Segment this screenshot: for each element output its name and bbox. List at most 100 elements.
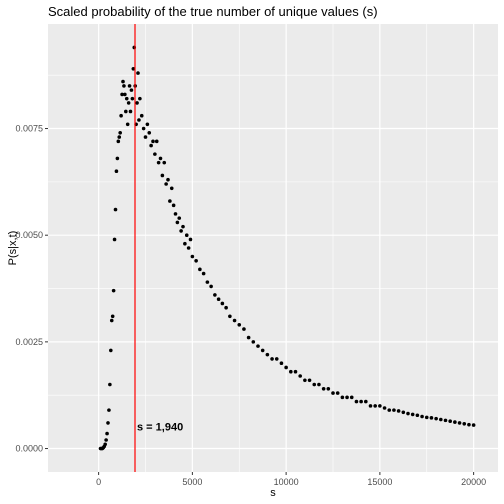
data-point [141, 126, 146, 131]
data-point [112, 237, 117, 242]
data-point [312, 382, 317, 387]
data-point [123, 92, 127, 97]
data-point [265, 352, 270, 357]
data-points [98, 45, 476, 451]
data-point [164, 182, 168, 186]
data-point [279, 361, 284, 366]
data-point [354, 399, 359, 404]
data-point [368, 404, 373, 408]
data-point [220, 301, 225, 306]
data-point [205, 280, 210, 284]
data-point [145, 122, 150, 127]
data-point [448, 419, 452, 424]
x-tick-label: 0 [96, 477, 101, 487]
data-point [154, 139, 159, 144]
y-tick-label: 0.0050 [15, 230, 43, 240]
data-point [443, 418, 448, 423]
data-point [184, 233, 189, 237]
data-point [373, 404, 377, 408]
data-point [401, 410, 406, 415]
data-point [151, 139, 155, 144]
data-point [158, 156, 163, 161]
data-point [128, 109, 133, 114]
data-point [378, 404, 382, 408]
data-point [139, 113, 144, 118]
data-point [256, 344, 260, 348]
data-point [201, 271, 206, 276]
data-point [462, 421, 467, 426]
data-point [396, 409, 401, 413]
data-point [124, 109, 128, 114]
data-point [194, 259, 198, 263]
data-point [224, 305, 228, 310]
x-axis-title: s [270, 487, 276, 499]
data-point [387, 408, 392, 412]
x-axis-ticks: 0 5000 10000 15000 20000 [96, 472, 486, 487]
data-point [126, 101, 131, 105]
data-point [131, 67, 136, 71]
data-point [186, 246, 191, 250]
y-tick-label: 0.0000 [15, 444, 43, 454]
data-point [345, 395, 349, 400]
data-point [420, 414, 424, 419]
data-point [228, 314, 232, 319]
data-point [160, 173, 165, 178]
data-point [392, 408, 396, 412]
data-point [237, 323, 242, 327]
y-axis-ticks: 0.0000 0.0025 0.0050 0.0075 [15, 124, 48, 454]
data-point [359, 399, 363, 404]
data-point [289, 369, 293, 374]
data-point [429, 416, 434, 420]
data-point [340, 395, 345, 400]
data-point [119, 113, 123, 118]
plot-panel [48, 24, 498, 472]
data-point [135, 101, 139, 105]
data-point [107, 408, 111, 412]
x-tick-label: 20000 [461, 477, 486, 487]
data-point [326, 387, 331, 391]
data-point [111, 288, 116, 293]
data-point [298, 374, 302, 378]
data-point [110, 314, 115, 319]
data-point [242, 327, 246, 331]
data-point [467, 422, 471, 427]
data-point [232, 318, 237, 323]
data-point [406, 411, 410, 416]
data-point [130, 96, 135, 101]
y-tick-label: 0.0025 [15, 337, 43, 347]
data-point [453, 420, 457, 424]
data-point [188, 237, 193, 242]
annotation-label: s = 1,940 [137, 422, 183, 434]
data-point [382, 406, 387, 410]
data-point [284, 365, 288, 370]
data-point [439, 417, 443, 422]
x-tick-label: 15000 [367, 477, 392, 487]
data-point [147, 131, 152, 135]
data-point [138, 96, 142, 101]
x-tick-label: 5000 [182, 477, 202, 487]
data-point [190, 254, 195, 259]
grid-major [48, 24, 498, 472]
data-point [108, 382, 112, 387]
data-point [137, 118, 141, 122]
data-point [116, 139, 121, 144]
data-point [457, 421, 462, 425]
data-point [113, 207, 118, 212]
x-tick-label: 10000 [274, 477, 299, 487]
data-point [216, 297, 221, 302]
data-point [434, 416, 438, 421]
data-point [307, 378, 312, 383]
data-point [171, 203, 176, 208]
data-point [179, 229, 183, 233]
data-point [349, 395, 354, 400]
data-point [109, 318, 114, 323]
data-point [124, 96, 129, 101]
data-point [162, 160, 167, 165]
data-point [104, 438, 108, 442]
data-point [293, 369, 298, 374]
data-point [103, 442, 107, 447]
data-point [364, 399, 368, 404]
data-point [274, 357, 279, 361]
data-point [270, 357, 274, 361]
